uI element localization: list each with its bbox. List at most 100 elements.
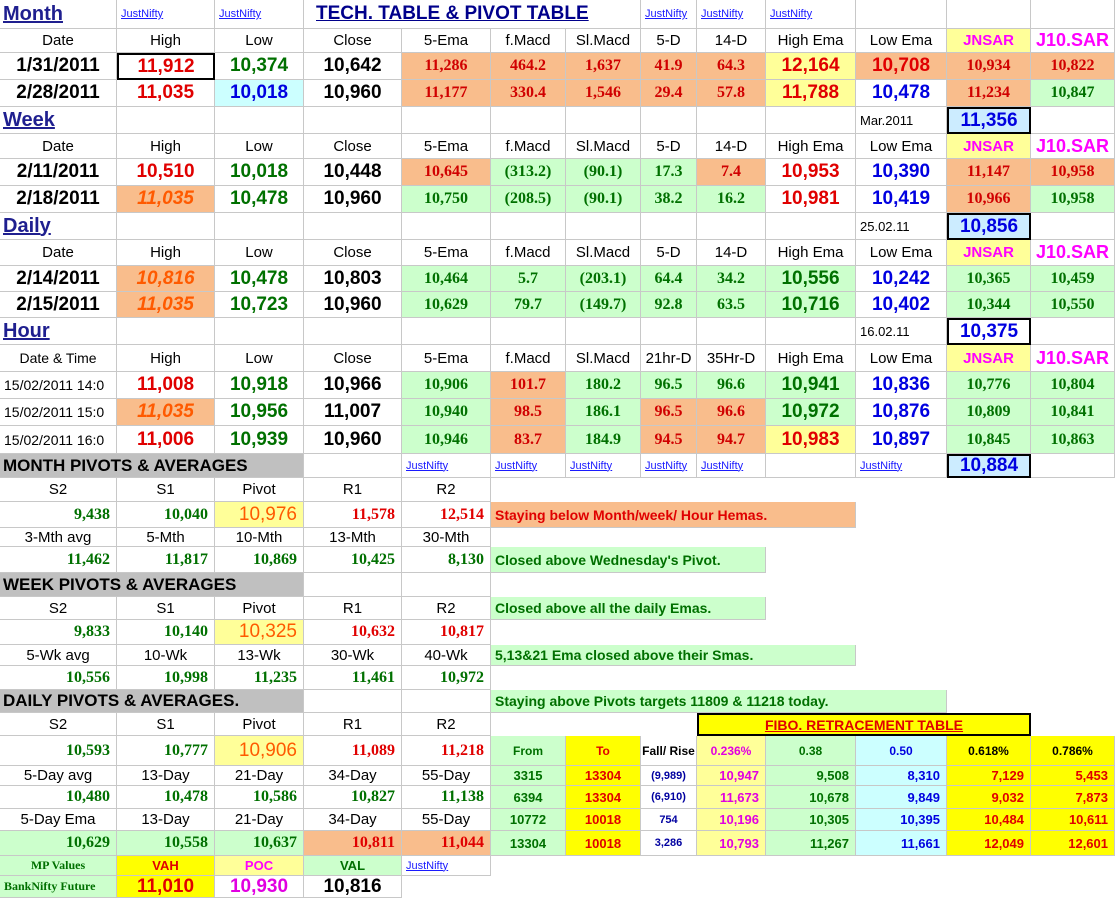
pivot-s2: 9,833 [0,620,117,645]
cell-low: 10,723 [215,292,304,318]
header-lowema: Low Ema [856,240,947,266]
cell [117,318,215,345]
cell-high: 11,035 [117,292,215,318]
cell-highema: 12,164 [766,53,856,80]
cell-high: 11,008 [117,372,215,399]
cell [215,213,304,240]
cell-jnsar: 10,966 [947,186,1031,213]
cell-date: 1/31/2011 [0,53,117,80]
cell-high: 11,912 [117,53,215,80]
cell-d5: 92.8 [641,292,697,318]
header-d5: 5-D [641,134,697,159]
justnifty-link[interactable]: JustNifty [117,0,215,29]
header-ema5: 5-Ema [402,29,491,53]
avg-value: 10,478 [117,786,215,809]
header-hr35: 35Hr-D [697,345,766,372]
cell-lowema: 10,708 [856,53,947,80]
header-d5: 5-D [641,29,697,53]
header-low: Low [215,29,304,53]
justnifty-link[interactable]: JustNifty [402,856,491,876]
cell [697,318,766,345]
week-next-jnsar: 10,856 [947,213,1031,240]
justnifty-link[interactable]: JustNifty [697,0,766,29]
cell-fmacd: 79.7 [491,292,566,318]
justnifty-link[interactable]: JustNifty [766,0,856,29]
header-j10sar: J10.SAR [1031,345,1115,372]
fibo-cell: 12,049 [947,831,1031,856]
avg-value: 11,138 [402,786,491,809]
month-next-jnsar: 11,356 [947,107,1031,134]
cell-highema: 11,788 [766,80,856,107]
header-fmacd: f.Macd [491,240,566,266]
cell-highema: 10,556 [766,266,856,292]
cell [947,0,1031,29]
mp-value: 10,930 [215,876,304,898]
cell-fmacd: (208.5) [491,186,566,213]
cell-lowema: 10,402 [856,292,947,318]
cell [641,107,697,134]
header-jnsar: JNSAR [947,29,1031,53]
cell [856,0,947,29]
header-fmacd: f.Macd [491,345,566,372]
header-jnsar: JNSAR [947,134,1031,159]
justnifty-link[interactable]: JustNifty [856,454,947,478]
fibo-header: From [491,736,566,766]
avg-label: 5-Day Ema [0,809,117,831]
avg-label: 10-Mth [215,528,304,547]
cell-lowema: 10,897 [856,426,947,454]
cell [304,573,402,597]
cell-d5: 29.4 [641,80,697,107]
avg-value: 8,130 [402,547,491,573]
cell [215,318,304,345]
cell-slmacd: (90.1) [566,159,641,186]
fibo-cell: 10,947 [697,766,766,786]
justnifty-link[interactable]: JustNifty [641,0,697,29]
avg-label: 21-Day [215,809,304,831]
pivot-header-s2: S2 [0,478,117,502]
justnifty-link[interactable]: JustNifty [491,454,566,478]
section-hour: Hour [0,318,117,345]
cell-date: 2/28/2011 [0,80,117,107]
cell-ema5: 10,906 [402,372,491,399]
header-ema5: 5-Ema [402,345,491,372]
header-high: High [117,345,215,372]
justnifty-link[interactable]: JustNifty [697,454,766,478]
cell-high: 10,510 [117,159,215,186]
header-lowema: Low Ema [856,29,947,53]
pivot-pivot: 10,906 [215,736,304,766]
cell-low: 10,478 [215,186,304,213]
mp-value: 10,816 [304,876,402,898]
cell-j10sar: 10,958 [1031,186,1115,213]
pivot-header-s2: S2 [0,713,117,736]
justnifty-link[interactable]: JustNifty [215,0,304,29]
fibo-cell: 10018 [566,809,641,831]
header-d14: 14-D [697,29,766,53]
header-low: Low [215,345,304,372]
mp-header: VAH [117,856,215,876]
header-fmacd: f.Macd [491,29,566,53]
pivot-header-s2: S2 [0,597,117,620]
cell-highema: 10,983 [766,426,856,454]
justnifty-link[interactable]: JustNifty [641,454,697,478]
fibo-cell: 11,673 [697,786,766,809]
cell [1031,454,1115,478]
cell-lowema: 10,419 [856,186,947,213]
cell-highema: 10,972 [766,399,856,426]
month-pivots-title: MONTH PIVOTS & AVERAGES [0,454,304,478]
fibo-cell: 11,661 [856,831,947,856]
cell-ema5: 11,286 [402,53,491,80]
justnifty-link[interactable]: JustNifty [566,454,641,478]
justnifty-link[interactable]: JustNifty [402,454,491,478]
pivot-r1: 10,632 [304,620,402,645]
cell-d5: 94.5 [641,426,697,454]
fibo-cell: 7,873 [1031,786,1115,809]
avg-value: 10,827 [304,786,402,809]
cell [766,454,856,478]
cell [566,318,641,345]
cell [304,690,402,713]
fibo-header: Fall/ Rise [641,736,697,766]
header-low: Low [215,134,304,159]
avg-label: 30-Wk [304,645,402,666]
fibo-cell: 10,196 [697,809,766,831]
cell-j10sar: 10,804 [1031,372,1115,399]
